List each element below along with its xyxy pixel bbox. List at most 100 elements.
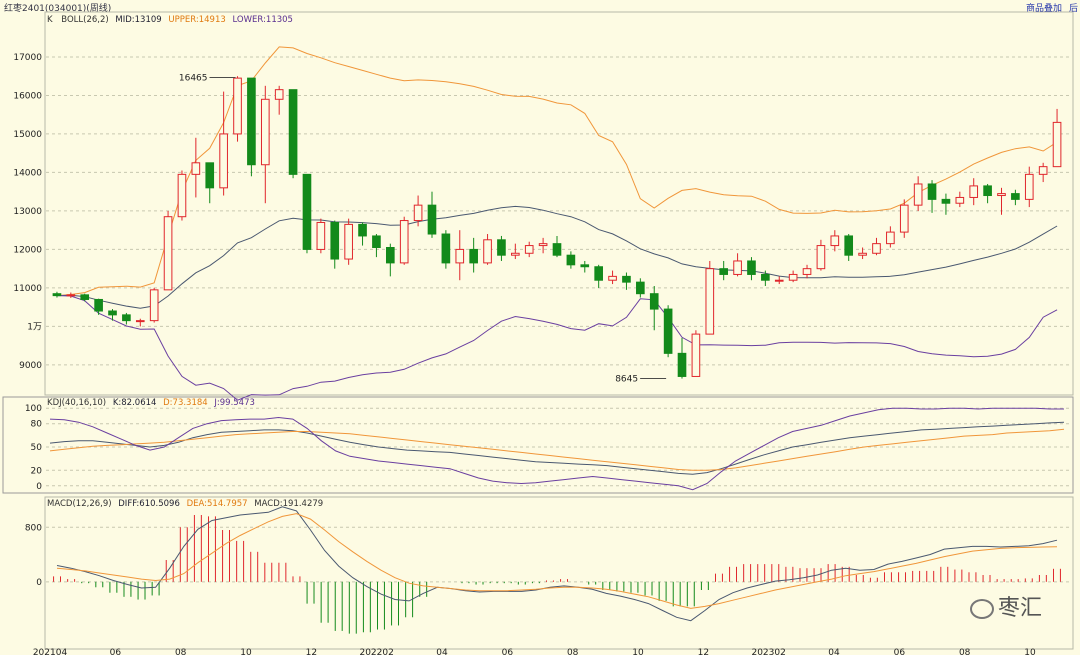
candle-body (733, 260, 742, 275)
kdj-j-line (49, 407, 1064, 491)
candle-body (66, 294, 76, 297)
x-axis-tick-label: 12 (698, 648, 709, 655)
top-bar: 红枣2401(034001)(周线) 商品叠加 后 (0, 0, 1080, 14)
candlestick (1038, 162, 1048, 183)
overlay-button[interactable]: 商品叠加 (1025, 4, 1062, 14)
candlestick (566, 251, 576, 269)
candlestick (372, 234, 381, 258)
candle-body (163, 216, 173, 291)
candlestick (941, 193, 951, 215)
candlestick (997, 187, 1006, 215)
candle-body (747, 260, 756, 275)
price-y-tick-label: 9000 (19, 361, 42, 371)
candle-body (538, 243, 548, 247)
x-axis-tick-label: 10 (240, 648, 252, 655)
kdj-panel-frame (2, 396, 1074, 494)
candle-body (872, 243, 881, 254)
kdj-y-tick-label: 80 (31, 420, 43, 430)
candlestick (747, 257, 756, 281)
price-y-tick-label: 14000 (13, 168, 42, 178)
candlestick (580, 260, 590, 273)
candlestick (983, 183, 992, 204)
candlestick (163, 210, 173, 291)
candlestick (802, 264, 812, 279)
candlestick (205, 162, 215, 204)
price-y-tick-label: 12000 (13, 245, 42, 255)
candle-body (385, 246, 395, 264)
candle-body (288, 89, 298, 175)
kdj-header: KDJ(40,16,10) K:82.0614 D:73.3184 J:99.5… (47, 398, 255, 408)
x-axis-tick-label: 08 (959, 648, 971, 655)
candlestick (552, 235, 562, 258)
x-axis-tick-label: 06 (894, 648, 906, 655)
candle-body (649, 293, 659, 310)
candlestick (316, 218, 326, 254)
macd-y-tick-label: 0 (36, 578, 42, 588)
kdj-y-tick-label: 50 (31, 443, 43, 453)
candle-body (636, 281, 645, 295)
candlestick (441, 230, 451, 269)
candle-body (594, 266, 603, 281)
candle-body (274, 89, 284, 100)
candlestick (288, 89, 298, 179)
candlestick (955, 191, 965, 208)
candlestick (858, 247, 867, 260)
candle-body (330, 221, 340, 260)
candlestick (274, 85, 284, 115)
x-axis-tick-label: 06 (502, 648, 514, 655)
k-label: K (47, 15, 53, 25)
boll-lower-line (56, 295, 1058, 401)
extreme-value-label: 8645 (615, 375, 638, 385)
candlestick (663, 305, 673, 358)
candle-body (427, 204, 437, 235)
kdj-panel: 100 80 50 20 0 (25, 404, 1072, 492)
candle-body (177, 173, 187, 218)
candle-body (399, 220, 409, 264)
candlestick (1024, 166, 1034, 208)
candlestick (816, 239, 826, 271)
candlestick (636, 278, 645, 298)
price-panel-frame (44, 11, 1074, 396)
candle-body (886, 231, 895, 245)
candlestick (872, 237, 881, 256)
candlestick (344, 218, 353, 265)
edge-menu-button[interactable]: 后 (1068, 4, 1078, 14)
candlestick (483, 234, 492, 265)
candle-body (52, 293, 62, 297)
candlestick (844, 234, 854, 261)
kdj-y-tick-label: 100 (25, 404, 42, 414)
candlestick (788, 270, 798, 283)
candlestick (913, 176, 923, 211)
candlestick (927, 180, 937, 213)
price-y-tick-label: 17000 (13, 53, 42, 63)
x-axis-tick-label: 10 (632, 648, 644, 655)
x-axis-tick-label: 202202 (359, 648, 393, 655)
candlestick (899, 199, 909, 238)
candle-body (830, 235, 840, 247)
candlestick (302, 173, 312, 254)
boll-lower-value: LOWER:11305 (233, 15, 293, 25)
kdj-k-value: K:82.0614 (113, 398, 157, 408)
macd-diff-line (56, 506, 1058, 622)
candlestick (385, 243, 395, 277)
candle-body (761, 273, 770, 281)
x-axis-tick-label: 08 (567, 648, 579, 655)
candle-body (524, 245, 534, 254)
candlestick (469, 237, 478, 273)
candle-body (608, 275, 617, 281)
candlestick (969, 178, 979, 206)
candlestick (886, 226, 895, 248)
candlestick (358, 222, 367, 246)
candlestick (80, 293, 90, 302)
candle-body (80, 294, 90, 300)
candlestick (511, 243, 520, 260)
candle-body (983, 185, 992, 197)
candlestick (608, 270, 617, 285)
candle-body (511, 252, 520, 256)
candle-body (663, 308, 673, 354)
candle-body (233, 77, 242, 135)
candlestick (108, 309, 117, 321)
x-axis-tick-label: 12 (306, 648, 317, 655)
candlestick (538, 237, 548, 254)
candlestick (122, 312, 131, 325)
